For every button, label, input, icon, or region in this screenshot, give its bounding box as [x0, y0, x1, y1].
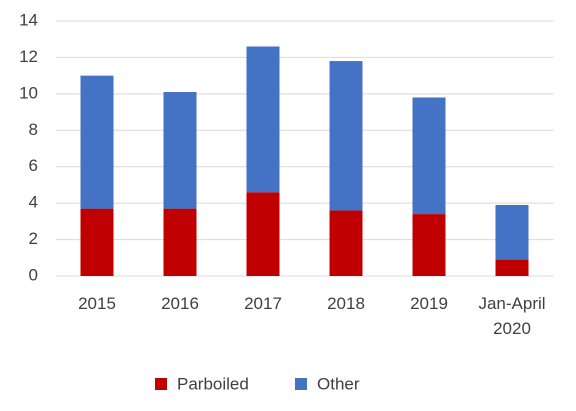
- legend-label: Parboiled: [177, 374, 249, 393]
- y-tick-label: 8: [29, 120, 38, 139]
- x-tick-label: 2018: [327, 294, 365, 313]
- legend-swatch: [155, 378, 167, 390]
- y-tick-label: 10: [19, 83, 38, 102]
- bar-segment: [412, 97, 446, 215]
- y-tick-label: 6: [29, 156, 38, 175]
- y-tick-label: 14: [19, 10, 38, 29]
- bar-segment: [246, 46, 280, 193]
- bar-segment: [495, 204, 529, 260]
- x-tick-label: 2019: [410, 294, 448, 313]
- y-tick-label: 12: [19, 47, 38, 66]
- x-tick-label: Jan-April 2020: [478, 294, 546, 338]
- y-tick-label: 4: [29, 193, 38, 212]
- bar-segment: [412, 214, 446, 276]
- bar-segment: [495, 259, 529, 276]
- bar-segment: [163, 208, 197, 276]
- y-tick-label: 2: [29, 229, 38, 248]
- x-tick-label: 2015: [78, 294, 116, 313]
- bar-segment: [329, 210, 363, 276]
- x-tick-label: 2017: [244, 294, 282, 313]
- y-tick-label: 0: [29, 265, 38, 284]
- legend-label: Other: [317, 374, 360, 393]
- bar-segment: [80, 75, 114, 209]
- bar-segment: [80, 208, 114, 276]
- bar-segment: [329, 61, 363, 211]
- bar-segment: [246, 192, 280, 276]
- bar-segment: [163, 92, 197, 209]
- x-tick-label: 2016: [161, 294, 199, 313]
- legend-swatch: [295, 378, 307, 390]
